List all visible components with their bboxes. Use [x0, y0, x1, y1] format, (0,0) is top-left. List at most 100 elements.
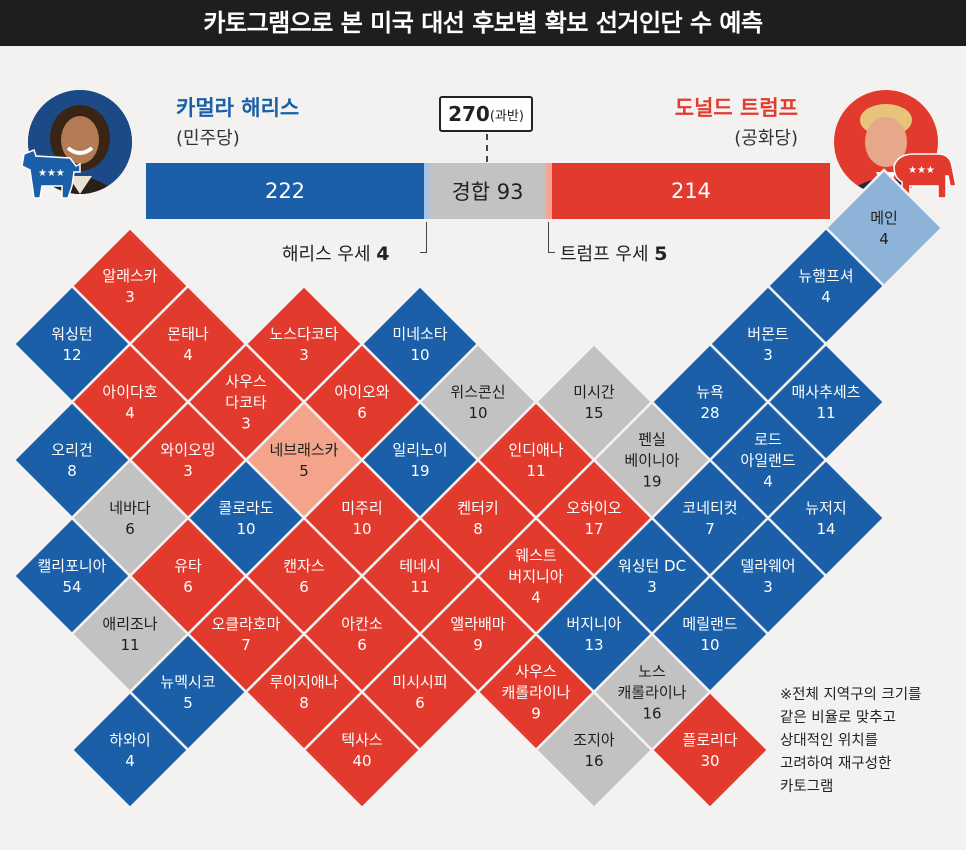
harris-party: (민주당) — [176, 128, 240, 149]
state-electoral-votes: 4 — [183, 346, 193, 364]
state-name: 베이니아 — [624, 452, 679, 470]
state-electoral-votes: 28 — [700, 404, 719, 422]
state-name: 캐롤라이나 — [617, 684, 686, 702]
state-name: 켄터키 — [457, 499, 498, 517]
state-electoral-votes: 19 — [410, 462, 429, 480]
harris-lean-bar — [424, 163, 429, 219]
state-name: 워싱턴 — [51, 325, 92, 343]
state-name: 노스 — [638, 663, 666, 681]
state-electoral-votes: 15 — [584, 404, 603, 422]
state-name: 인디애나 — [508, 441, 563, 459]
svg-text:★★★: ★★★ — [908, 165, 935, 176]
state-name: 다코타 — [225, 394, 267, 412]
state-electoral-votes: 9 — [473, 636, 483, 654]
state-electoral-votes: 40 — [352, 752, 371, 770]
trump-lean-leader — [548, 222, 555, 253]
state-electoral-votes: 11 — [816, 404, 835, 422]
state-name: 몬태나 — [167, 325, 209, 343]
trump-lean-bar — [546, 163, 552, 219]
state-electoral-votes: 9 — [531, 705, 541, 723]
state-name: 매사추세츠 — [791, 383, 860, 401]
state-electoral-votes: 14 — [816, 520, 835, 538]
state-electoral-votes: 4 — [531, 589, 541, 607]
state-electoral-votes: 6 — [125, 520, 135, 538]
state-name: 일리노이 — [392, 441, 447, 459]
state-name: 노스다코타 — [269, 325, 338, 343]
state-tile — [302, 690, 422, 810]
state-name: 펜실 — [638, 431, 666, 449]
trump-electoral: 214 — [670, 179, 712, 203]
state-name: 사우스 — [225, 373, 267, 391]
state-name: 네브래스카 — [269, 441, 338, 459]
state-name: 루이지애나 — [269, 673, 338, 691]
harris-lean-leader — [420, 222, 427, 253]
trump-lean-label: 트럼프 우세 5 — [560, 243, 668, 265]
state-electoral-votes: 19 — [642, 473, 661, 491]
state-electoral-votes: 3 — [299, 346, 309, 364]
state-electoral-votes: 3 — [763, 346, 773, 364]
state-electoral-votes: 4 — [125, 752, 135, 770]
state-name: 아이오와 — [334, 383, 389, 401]
cartogram-note: ※전체 지역구의 크기를 같은 비율로 맞추고 상대적인 위치를 고려하여 재구… — [780, 687, 922, 795]
majority-text: (과반) — [489, 108, 524, 124]
state-electoral-votes: 4 — [125, 404, 135, 422]
state-electoral-votes: 10 — [700, 636, 719, 654]
state-electoral-votes: 10 — [352, 520, 371, 538]
state-electoral-votes: 3 — [125, 288, 135, 306]
state-electoral-votes: 12 — [62, 346, 81, 364]
state-34: 하와이 4 — [70, 690, 190, 810]
state-electoral-votes: 8 — [299, 694, 309, 712]
state-name: 메인 — [870, 209, 898, 227]
republican-elephant-icon: ★★★ — [893, 153, 957, 199]
state-name: 뉴저지 — [805, 499, 846, 517]
state-electoral-votes: 6 — [357, 404, 367, 422]
state-name: 사우스 — [515, 663, 557, 681]
state-name: 미주리 — [341, 499, 382, 517]
state-name: 아칸소 — [341, 615, 383, 633]
state-electoral-votes: 10 — [236, 520, 255, 538]
state-electoral-votes: 3 — [647, 578, 657, 596]
trump-bar: 214 — [552, 163, 830, 219]
state-electoral-votes: 54 — [62, 578, 81, 596]
state-name: 캔자스 — [283, 557, 325, 575]
state-electoral-votes: 7 — [241, 636, 251, 654]
harris-electoral: 222 — [264, 179, 306, 203]
state-name: 로드 — [754, 431, 782, 449]
state-name: 오리건 — [51, 441, 92, 459]
state-name: 버지니아 — [566, 615, 621, 633]
svg-text:★★★: ★★★ — [38, 168, 65, 179]
state-name: 아일랜드 — [740, 452, 795, 470]
state-electoral-votes: 16 — [642, 705, 661, 723]
state-name: 애리조나 — [102, 615, 157, 633]
state-electoral-votes: 4 — [821, 288, 831, 306]
harris-bar: 222 — [146, 163, 424, 219]
state-electoral-votes: 6 — [357, 636, 367, 654]
state-electoral-votes: 17 — [584, 520, 603, 538]
state-electoral-votes: 11 — [120, 636, 139, 654]
tossup-bar: 경합 93 — [429, 163, 546, 219]
state-name: 앨라배마 — [450, 615, 505, 633]
state-name: 위스콘신 — [450, 383, 505, 401]
state-name: 뉴햄프셔 — [798, 267, 853, 285]
state-name: 버지니아 — [508, 568, 563, 586]
state-name: 미네소타 — [392, 325, 447, 343]
state-electoral-votes: 10 — [468, 404, 487, 422]
state-name: 캘리포니아 — [37, 557, 106, 575]
state-electoral-votes: 10 — [410, 346, 429, 364]
state-name: 오클라호마 — [211, 615, 280, 633]
state-tile — [70, 690, 190, 810]
state-name: 테네시 — [399, 557, 440, 575]
state-electoral-votes: 11 — [410, 578, 429, 596]
state-name: 콜로라도 — [218, 499, 273, 517]
state-electoral-votes: 6 — [183, 578, 193, 596]
state-electoral-votes: 13 — [584, 636, 603, 654]
majority-value: 270 — [448, 102, 490, 126]
state-name: 뉴멕시코 — [160, 673, 215, 691]
state-electoral-votes: 6 — [415, 694, 425, 712]
state-electoral-votes: 8 — [473, 520, 483, 538]
state-name: 알래스카 — [102, 267, 157, 285]
state-name: 조지아 — [573, 731, 615, 749]
state-name: 오하이오 — [566, 499, 621, 517]
state-50: 플로리다 30 — [650, 690, 770, 810]
